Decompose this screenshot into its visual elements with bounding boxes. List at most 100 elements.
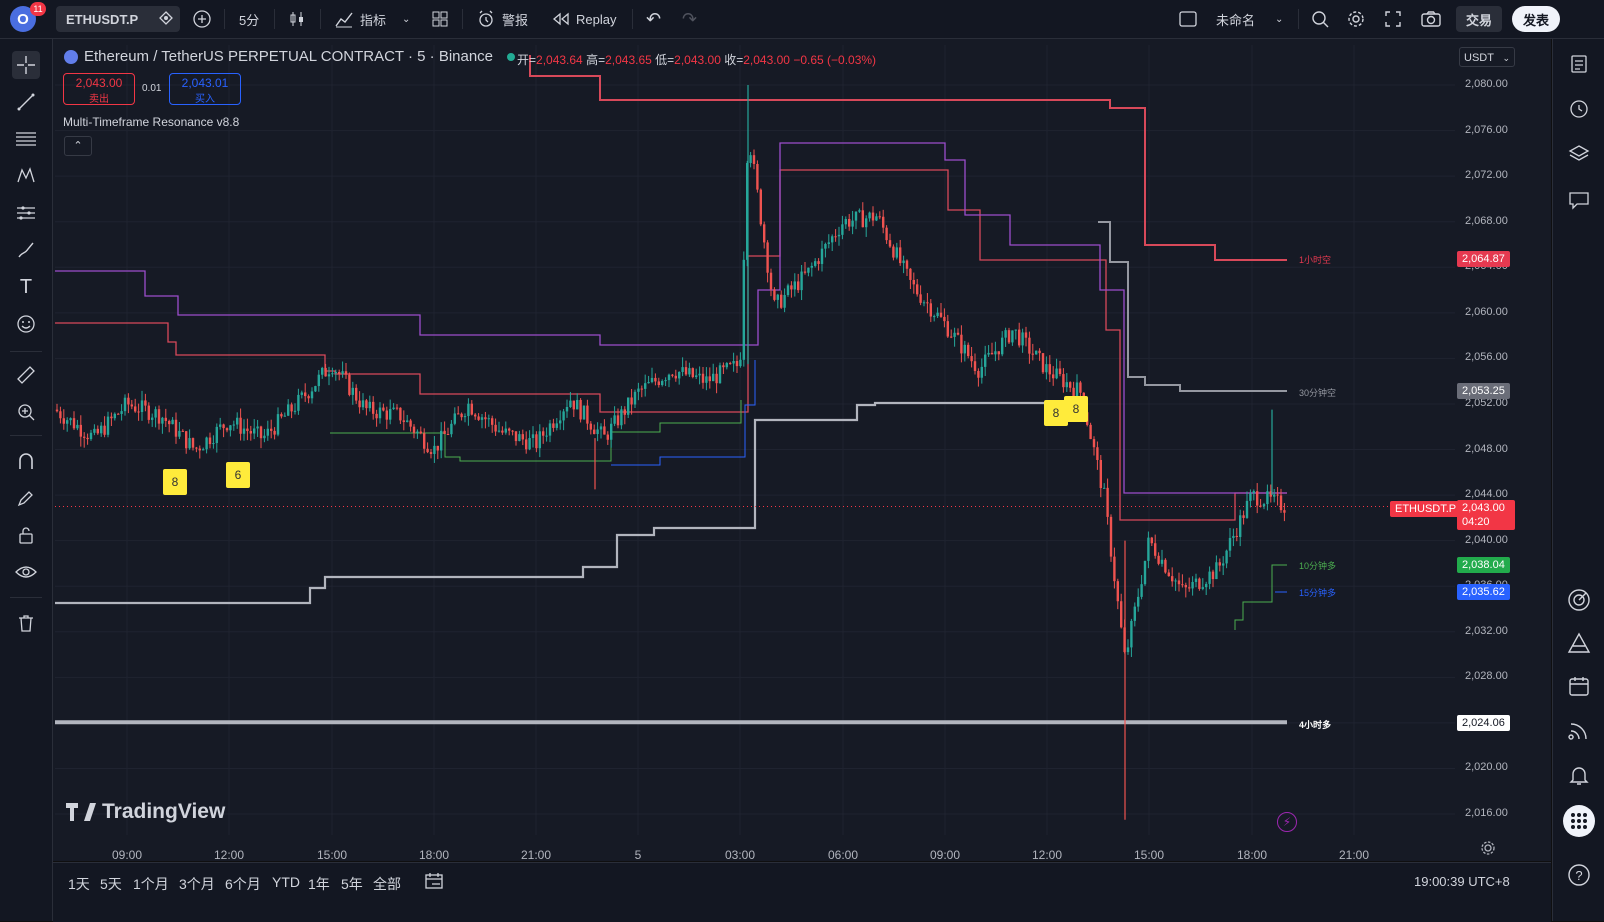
emoji-icon[interactable] [12, 310, 40, 338]
price-tick-label: 2,040.00 [1465, 533, 1508, 546]
price-tick-label: 2,020.00 [1465, 761, 1508, 774]
candle-body [1205, 583, 1208, 588]
candle-body [671, 374, 674, 376]
range-button[interactable]: 5年 [341, 876, 363, 892]
candle-body [810, 265, 813, 268]
calendar-icon[interactable] [1565, 672, 1593, 700]
screenshot-camera-icon[interactable] [1420, 0, 1442, 38]
candle-body [1106, 487, 1109, 517]
notifications-bell-icon[interactable] [1565, 761, 1593, 789]
candle-body [154, 409, 157, 418]
candle-body [531, 434, 535, 439]
user-avatar[interactable]: O 11 [10, 0, 46, 38]
collapse-legend-button[interactable]: ⌃ [64, 136, 92, 156]
symbol-title: Ethereum / TetherUS PERPETUAL CONTRACT ·… [84, 48, 494, 65]
signal-marker[interactable]: 8 [163, 469, 187, 495]
candle-body [977, 370, 980, 378]
alarm-clock-icon[interactable] [1565, 94, 1593, 122]
apps-grid-icon[interactable] [1563, 805, 1595, 837]
goto-date-icon[interactable] [424, 872, 444, 895]
candle-body [253, 428, 256, 434]
range-button[interactable]: 6个月 [225, 876, 261, 892]
add-symbol-icon[interactable] [192, 0, 212, 38]
candle-body [939, 312, 943, 317]
range-button[interactable]: 1天 [68, 876, 90, 892]
layers-icon[interactable] [1565, 140, 1593, 168]
crosshair-icon[interactable] [12, 51, 40, 79]
symbol-search-button[interactable]: ETHUSDT.P [56, 6, 180, 32]
undo-icon[interactable]: ↶ [646, 8, 662, 29]
symbol-compare-icon[interactable] [158, 10, 174, 29]
interval-button[interactable]: 5分 [239, 12, 260, 28]
signal-marker[interactable]: 8 [1064, 396, 1088, 422]
publish-button[interactable]: 发表 [1512, 6, 1561, 32]
candle-body [943, 316, 946, 322]
candle-body [691, 368, 694, 378]
lock-icon[interactable] [12, 521, 40, 549]
quick-search-icon[interactable] [1310, 0, 1330, 38]
eye-icon[interactable] [12, 558, 40, 586]
level-label-15m-long: 15分钟多 [1299, 588, 1337, 598]
help-icon[interactable]: ? [1565, 861, 1593, 889]
indicator-line-green [330, 400, 742, 462]
chevron-down-icon[interactable]: ⌄ [402, 13, 411, 25]
replay-button[interactable]: Replay [552, 0, 616, 38]
price-tick-label: 2,028.00 [1465, 670, 1508, 683]
price-tick-label: 2,044.00 [1465, 488, 1508, 501]
bottom-toolbar [53, 862, 1551, 922]
sell-button[interactable]: 2,043.00 卖出 [63, 73, 135, 105]
text-tool-icon[interactable]: T [19, 275, 33, 298]
watchlist-icon[interactable] [1565, 50, 1593, 78]
zoom-in-icon[interactable] [12, 398, 40, 426]
lightning-icon[interactable]: ⚡ [1277, 812, 1297, 832]
stay-drawing-icon[interactable] [12, 484, 40, 512]
range-button[interactable]: 1年 [308, 876, 330, 892]
range-button[interactable]: 1个月 [133, 876, 169, 892]
buy-button[interactable]: 2,043.01 买入 [169, 73, 241, 105]
target-icon[interactable] [1565, 586, 1593, 614]
trash-icon[interactable] [12, 609, 40, 637]
candle-body [1014, 329, 1017, 331]
candle-body [997, 351, 1000, 355]
range-button[interactable]: 5天 [100, 876, 122, 892]
news-feed-icon[interactable] [1565, 717, 1593, 745]
chat-bubble-icon[interactable] [1565, 186, 1593, 214]
candle-style-icon[interactable] [287, 0, 307, 38]
candle-body [800, 271, 803, 291]
range-button[interactable]: YTD [272, 874, 300, 890]
range-button[interactable]: 3个月 [179, 876, 215, 892]
ideas-triangle-icon[interactable] [1565, 629, 1593, 657]
indicators-button[interactable]: 指标 ⌄ [334, 0, 410, 38]
settings-gear-icon[interactable] [1346, 0, 1366, 38]
brush-icon[interactable] [12, 236, 40, 264]
range-button[interactable]: 全部 [373, 876, 401, 892]
candle-body [480, 417, 484, 420]
layout-select-icon[interactable] [1178, 0, 1198, 38]
layout-name-button[interactable]: 未命名 ⌄ [1216, 0, 1283, 38]
trend-line-icon[interactable] [12, 88, 40, 116]
currency-select[interactable]: USDT ⌄ [1459, 47, 1515, 67]
indicator-title[interactable]: Multi-Timeframe Resonance v8.8 [63, 115, 240, 129]
axis-settings-icon[interactable] [1480, 840, 1496, 861]
indicator-templates-icon[interactable] [430, 0, 450, 38]
candle-body [963, 344, 966, 354]
prediction-tools-icon[interactable] [12, 199, 40, 227]
fib-lines-icon[interactable] [12, 125, 40, 153]
fullscreen-icon[interactable] [1384, 0, 1402, 38]
redo-icon[interactable]: ↷ [682, 8, 698, 29]
candle-body [215, 426, 218, 444]
pattern-icon[interactable] [12, 162, 40, 190]
candle-body [763, 224, 766, 243]
candle-body [185, 431, 188, 449]
candle-body [844, 218, 847, 225]
ruler-icon[interactable] [12, 361, 40, 389]
alerts-button[interactable]: 警报 [476, 0, 528, 38]
candle-body [627, 397, 630, 415]
clock-timezone[interactable]: 19:00:39 UTC+8 [1414, 874, 1510, 889]
signal-marker[interactable]: 6 [226, 462, 250, 488]
candle-body [1120, 601, 1123, 628]
trade-button[interactable]: 交易 [1456, 6, 1503, 32]
magnet-icon[interactable] [12, 447, 40, 475]
candle-body [712, 373, 715, 382]
